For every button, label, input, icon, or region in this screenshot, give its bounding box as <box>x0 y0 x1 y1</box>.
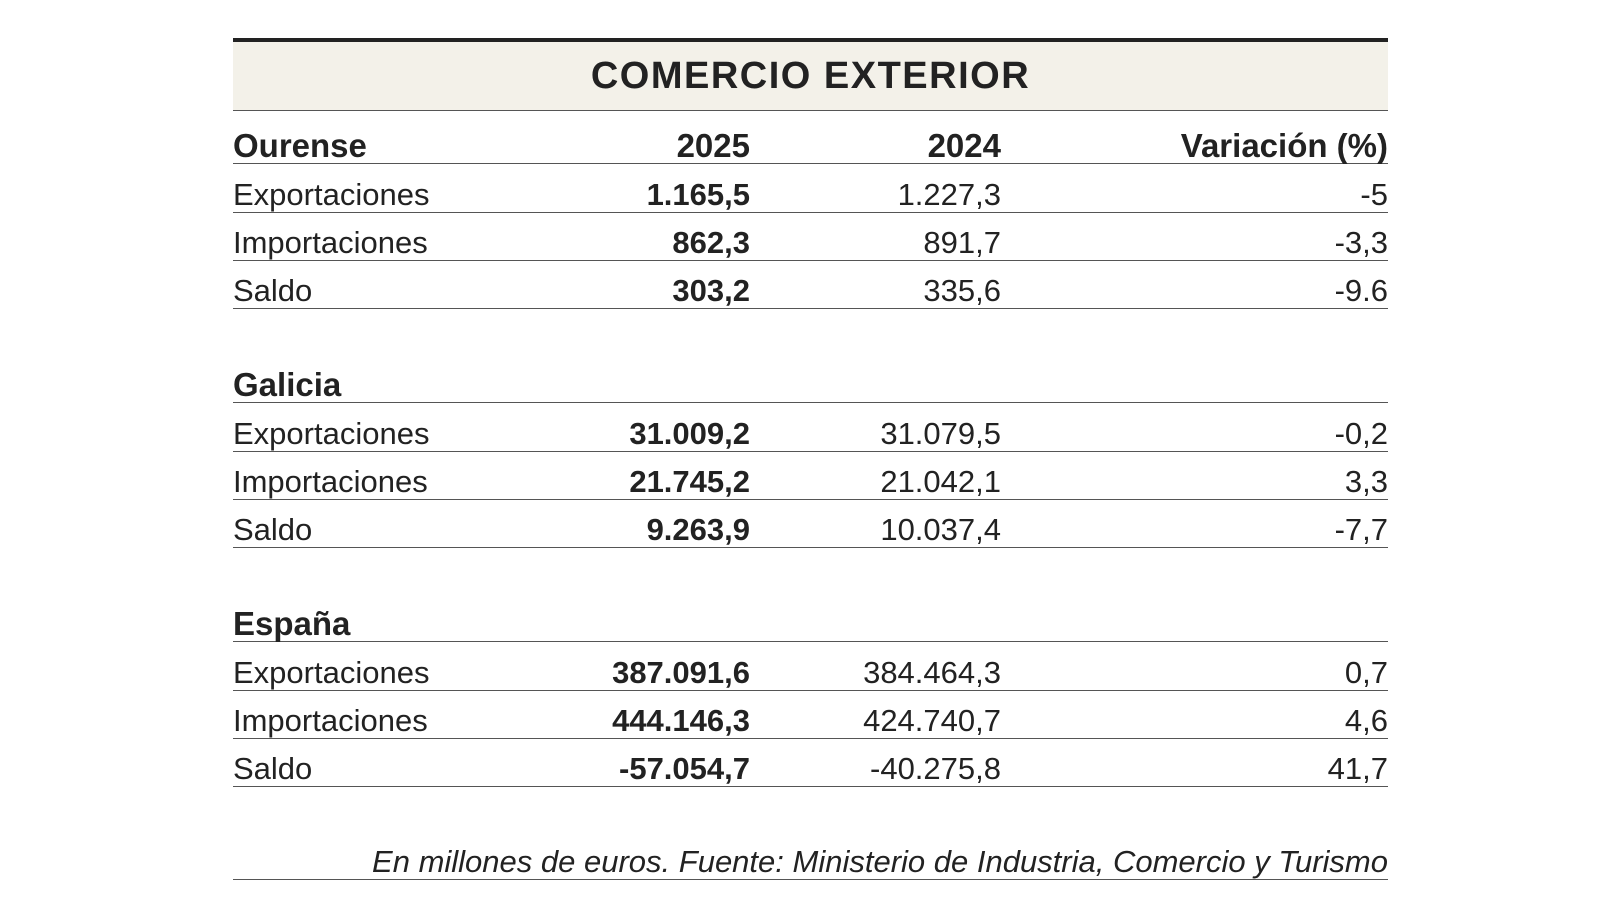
table-row: Importaciones 444.146,3 424.740,7 4,6 <box>233 702 1388 739</box>
table-row: Exportaciones 1.165,5 1.227,3 -5 <box>233 176 1388 213</box>
row-label: Importaciones <box>233 703 428 738</box>
cell-value: -0,2 <box>1334 416 1388 451</box>
row-label: Saldo <box>233 751 313 786</box>
row-label: Exportaciones <box>233 655 430 690</box>
cell-value: 31.009,2 <box>629 416 750 451</box>
cell-value: 444.146,3 <box>612 703 750 738</box>
footnote: En millones de euros. Fuente: Ministerio… <box>233 845 1388 880</box>
cell-value: 424.740,7 <box>863 703 1001 738</box>
cell-value: 31.079,5 <box>880 416 1001 451</box>
column-header: Variación (%) <box>1180 127 1388 164</box>
row-label: Exportaciones <box>233 177 430 212</box>
section-header: Galicia <box>233 366 1388 403</box>
cell-value: -9.6 <box>1334 273 1388 308</box>
cell-value: 303,2 <box>672 273 750 308</box>
table-row: Exportaciones 31.009,2 31.079,5 -0,2 <box>233 415 1388 452</box>
cell-value: 21.745,2 <box>629 464 750 499</box>
row-label: Importaciones <box>233 225 428 260</box>
cell-value: 891,7 <box>923 225 1001 260</box>
table-title: COMERCIO EXTERIOR <box>233 38 1388 111</box>
cell-value: 862,3 <box>672 225 750 260</box>
table-row: Saldo -57.054,7 -40.275,8 41,7 <box>233 750 1388 787</box>
section-name: Ourense <box>233 127 367 164</box>
cell-value: 1.227,3 <box>897 177 1001 212</box>
cell-value: -5 <box>1360 177 1388 212</box>
table-row: Exportaciones 387.091,6 384.464,3 0,7 <box>233 654 1388 691</box>
cell-value: 10.037,4 <box>880 512 1001 547</box>
section-header: España <box>233 605 1388 642</box>
cell-value: 1.165,5 <box>646 177 750 212</box>
table-row: Saldo 303,2 335,6 -9.6 <box>233 272 1388 309</box>
cell-value: 0,7 <box>1344 655 1388 690</box>
cell-value: 335,6 <box>923 273 1001 308</box>
section-name: Galicia <box>233 366 342 403</box>
column-header: 2024 <box>927 127 1001 164</box>
cell-value: 4,6 <box>1344 703 1388 738</box>
cell-value: 387.091,6 <box>612 655 750 690</box>
cell-value: 41,7 <box>1327 751 1388 786</box>
table-row: Importaciones 21.745,2 21.042,1 3,3 <box>233 463 1388 500</box>
cell-value: -7,7 <box>1334 512 1388 547</box>
cell-value: 384.464,3 <box>863 655 1001 690</box>
section-header: Ourense 2025 2024 Variación (%) <box>233 127 1388 164</box>
table-row: Importaciones 862,3 891,7 -3,3 <box>233 224 1388 261</box>
table-row: Saldo 9.263,9 10.037,4 -7,7 <box>233 511 1388 548</box>
cell-value: -3,3 <box>1334 225 1388 260</box>
row-label: Importaciones <box>233 464 428 499</box>
cell-value: 3,3 <box>1344 464 1388 499</box>
cell-value: -40.275,8 <box>870 751 1001 786</box>
cell-value: 9.263,9 <box>646 512 750 547</box>
section-name: España <box>233 605 351 642</box>
cell-value: 21.042,1 <box>880 464 1001 499</box>
row-label: Exportaciones <box>233 416 430 451</box>
cell-value: -57.054,7 <box>619 751 750 786</box>
column-header: 2025 <box>676 127 750 164</box>
row-label: Saldo <box>233 512 313 547</box>
row-label: Saldo <box>233 273 313 308</box>
